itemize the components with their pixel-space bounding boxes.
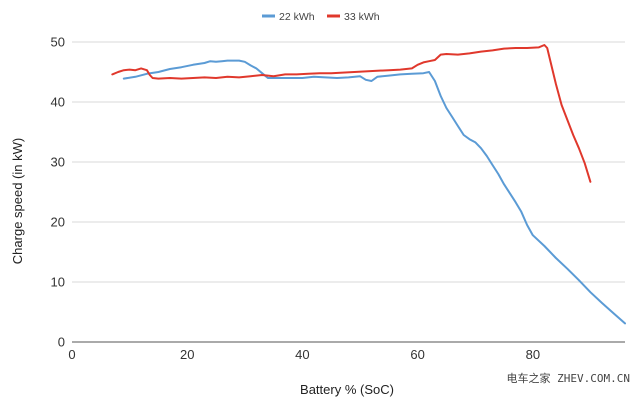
chart-legend: 22 kWh 33 kWh [262, 11, 380, 23]
x-tick-label: 60 [410, 347, 424, 362]
chart-gridlines [72, 41, 625, 343]
site-watermark: 电车之家 ZHEV.COM.CN [506, 372, 630, 385]
legend-label: 33 kWh [344, 11, 380, 23]
x-tick-label: 80 [526, 347, 540, 362]
x-axis-title: Battery % (SoC) [300, 382, 394, 397]
x-tick-label: 20 [180, 347, 194, 362]
y-axis-title: Charge speed (in kW) [10, 138, 25, 264]
y-tick-label: 30 [51, 155, 65, 170]
chart-tick-labels: 0 10 20 30 40 50 0 20 40 60 80 [51, 35, 541, 363]
y-tick-label: 10 [51, 275, 65, 290]
x-tick-label: 40 [295, 347, 309, 362]
legend-label: 22 kWh [279, 11, 315, 23]
y-tick-label: 40 [51, 95, 65, 110]
x-tick-label: 0 [68, 347, 75, 362]
series-line-22-kwh [122, 59, 626, 325]
y-tick-label: 0 [58, 335, 65, 350]
y-tick-label: 50 [51, 35, 65, 50]
chart-series-layer [111, 44, 626, 325]
series-line-33-kwh [111, 44, 592, 183]
y-tick-label: 20 [51, 215, 65, 230]
